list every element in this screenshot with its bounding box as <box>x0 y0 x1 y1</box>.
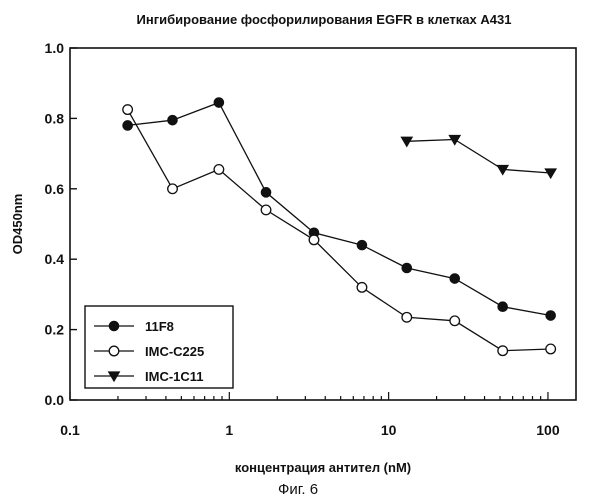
legend-label-11f8: 11F8 <box>145 319 174 334</box>
data-point-imc-c225 <box>168 184 178 194</box>
data-point-imc-c225 <box>309 235 319 245</box>
data-point-imc-1c11 <box>401 137 412 146</box>
data-point-imc-c225 <box>498 346 508 356</box>
data-point-imc-c225 <box>123 105 133 115</box>
series-line-imc-1c11 <box>407 140 551 174</box>
data-point-11f8 <box>546 311 556 321</box>
x-axis: 0.1 1 10 100 <box>60 392 560 438</box>
y-axis-label: OD450nm <box>10 194 25 255</box>
y-tick-label: 0.2 <box>45 322 65 338</box>
data-point-imc-c225 <box>214 165 224 175</box>
data-point-11f8 <box>498 302 508 312</box>
y-tick-label: 0.4 <box>45 251 65 267</box>
x-axis-label: концентрация антител (nM) <box>235 460 411 475</box>
y-tick-label: 0.6 <box>45 181 65 197</box>
y-tick-label: 1.0 <box>45 40 65 56</box>
data-point-imc-c225 <box>450 316 460 326</box>
x-tick-label: 1 <box>225 422 233 438</box>
data-point-11f8 <box>450 274 460 284</box>
data-point-11f8 <box>402 263 412 273</box>
x-tick-label: 0.1 <box>60 422 80 438</box>
data-point-imc-c225 <box>546 344 556 354</box>
data-point-11f8 <box>168 115 178 125</box>
data-point-11f8 <box>123 121 133 131</box>
legend-label-imc-c225: IMC-C225 <box>145 344 204 359</box>
data-point-11f8 <box>357 240 367 250</box>
legend-marker-11f8 <box>109 321 119 331</box>
data-point-11f8 <box>214 98 224 108</box>
y-tick-label: 0.8 <box>45 110 65 126</box>
series-line-11f8 <box>128 103 551 316</box>
data-point-imc-1c11 <box>545 169 556 178</box>
data-point-imc-c225 <box>261 205 271 215</box>
chart-title: Ингибирование фосфорилирования EGFR в кл… <box>137 12 512 27</box>
legend-label-imc-1c11: IMC-1C11 <box>145 369 204 384</box>
data-point-imc-c225 <box>357 283 367 293</box>
x-tick-label: 100 <box>536 422 560 438</box>
legend-marker-imc-c225 <box>109 346 119 356</box>
data-point-imc-c225 <box>402 312 412 322</box>
figure-caption: Фиг. 6 <box>278 481 318 498</box>
y-tick-label: 0.0 <box>45 392 65 408</box>
y-axis: 0.0 0.2 0.4 0.6 0.8 1.0 <box>45 40 77 408</box>
x-tick-label: 10 <box>381 422 397 438</box>
legend: 11F8 IMC-C225 IMC-1C11 <box>85 306 233 388</box>
data-point-11f8 <box>261 188 271 198</box>
